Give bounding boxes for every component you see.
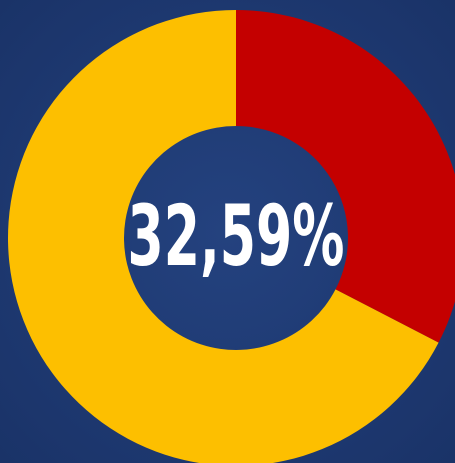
center-label: 32,59% [128, 188, 345, 285]
chart: 32,59% [0, 0, 455, 463]
page: 32,59% (() => { const data = JSON.parse(… [0, 0, 455, 463]
